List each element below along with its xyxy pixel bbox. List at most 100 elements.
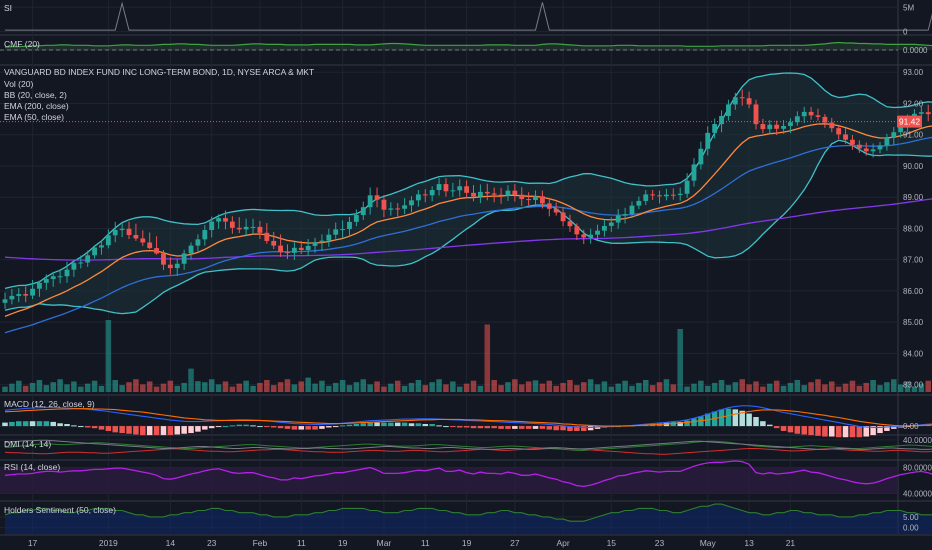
candle-body[interactable] xyxy=(388,208,394,210)
candle-body[interactable] xyxy=(870,149,876,152)
candle-body[interactable] xyxy=(588,234,594,238)
candle-body[interactable] xyxy=(374,195,380,200)
candle-body[interactable] xyxy=(360,207,366,216)
candle-body[interactable] xyxy=(698,148,704,165)
candle-body[interactable] xyxy=(243,226,249,230)
candle-body[interactable] xyxy=(746,98,752,105)
candle-body[interactable] xyxy=(781,125,786,129)
indicator-bb-label[interactable]: BB (20, close, 2) xyxy=(4,90,67,100)
candle-body[interactable] xyxy=(794,116,800,123)
candle-body[interactable] xyxy=(836,128,842,135)
candle-body[interactable] xyxy=(443,184,449,192)
candle-body[interactable] xyxy=(23,294,29,296)
candle-body[interactable] xyxy=(705,132,711,149)
candle-body[interactable] xyxy=(498,194,504,196)
candle-body[interactable] xyxy=(291,247,297,253)
candle-body[interactable] xyxy=(850,139,855,145)
candle-body[interactable] xyxy=(202,230,208,240)
candle-body[interactable] xyxy=(677,193,683,196)
candle-body[interactable] xyxy=(801,111,807,117)
candle-body[interactable] xyxy=(484,191,490,194)
candle-body[interactable] xyxy=(174,263,180,269)
candle-body[interactable] xyxy=(2,299,8,303)
candle-body[interactable] xyxy=(319,240,325,243)
candle-body[interactable] xyxy=(154,248,159,254)
candle-body[interactable] xyxy=(464,186,470,193)
candle-body[interactable] xyxy=(670,194,676,196)
candle-body[interactable] xyxy=(271,240,277,246)
candle-body[interactable] xyxy=(712,124,718,133)
candle-body[interactable] xyxy=(863,148,869,152)
candle-body[interactable] xyxy=(216,218,221,222)
candle-body[interactable] xyxy=(415,194,421,201)
candle-body[interactable] xyxy=(250,226,256,228)
candle-body[interactable] xyxy=(229,221,235,228)
candle-body[interactable] xyxy=(57,276,63,278)
indicator-ema200-label[interactable]: EMA (200, close) xyxy=(4,101,69,111)
candle-body[interactable] xyxy=(236,227,242,230)
candle-body[interactable] xyxy=(347,221,352,230)
candle-body[interactable] xyxy=(30,288,35,296)
candle-body[interactable] xyxy=(829,122,835,129)
candle-body[interactable] xyxy=(209,221,215,230)
candle-body[interactable] xyxy=(512,190,518,195)
candle-body[interactable] xyxy=(85,255,91,263)
candle-body[interactable] xyxy=(526,199,532,201)
candle-body[interactable] xyxy=(64,269,70,277)
candle-body[interactable] xyxy=(402,205,408,209)
candle-body[interactable] xyxy=(595,230,600,235)
candle-body[interactable] xyxy=(815,115,821,117)
candle-body[interactable] xyxy=(767,124,773,130)
candle-body[interactable] xyxy=(546,203,552,209)
candle-body[interactable] xyxy=(519,194,525,200)
candle-body[interactable] xyxy=(264,232,270,241)
candle-body[interactable] xyxy=(9,295,15,300)
candle-body[interactable] xyxy=(326,234,332,241)
candle-body[interactable] xyxy=(188,245,194,254)
candle-body[interactable] xyxy=(567,221,573,227)
candle-body[interactable] xyxy=(471,192,476,197)
candle-body[interactable] xyxy=(822,116,828,123)
candle-body[interactable] xyxy=(877,145,883,150)
candle-body[interactable] xyxy=(636,200,642,206)
candle-body[interactable] xyxy=(774,124,780,129)
candle-body[interactable] xyxy=(353,215,359,222)
candle-body[interactable] xyxy=(615,215,621,223)
candle-body[interactable] xyxy=(884,137,890,146)
candle-body[interactable] xyxy=(333,229,339,235)
candle-body[interactable] xyxy=(181,253,187,264)
candle-body[interactable] xyxy=(574,226,580,235)
candle-body[interactable] xyxy=(691,164,697,181)
candle-body[interactable] xyxy=(925,112,931,115)
candle-body[interactable] xyxy=(753,104,759,125)
candle-body[interactable] xyxy=(608,222,614,226)
candle-body[interactable] xyxy=(650,194,656,196)
candle-body[interactable] xyxy=(856,144,862,149)
candle-body[interactable] xyxy=(732,97,738,105)
candle-body[interactable] xyxy=(278,245,284,253)
candle-body[interactable] xyxy=(581,234,587,238)
candle-body[interactable] xyxy=(505,190,511,196)
candle-body[interactable] xyxy=(119,228,125,230)
candle-body[interactable] xyxy=(533,196,538,201)
candle-body[interactable] xyxy=(161,253,166,265)
candle-body[interactable] xyxy=(719,115,724,125)
candle-body[interactable] xyxy=(285,252,290,254)
candle-body[interactable] xyxy=(78,262,84,264)
candle-body[interactable] xyxy=(257,226,263,233)
candle-body[interactable] xyxy=(223,218,228,222)
candle-body[interactable] xyxy=(126,228,132,235)
candle-body[interactable] xyxy=(898,125,904,133)
candle-body[interactable] xyxy=(539,196,545,204)
candle-body[interactable] xyxy=(409,200,414,206)
candle-body[interactable] xyxy=(99,245,104,248)
candle-body[interactable] xyxy=(918,112,924,114)
candle-body[interactable] xyxy=(340,229,346,231)
candle-body[interactable] xyxy=(553,208,559,213)
candle-body[interactable] xyxy=(43,279,49,283)
candle-body[interactable] xyxy=(657,195,662,197)
indicator-vol-label[interactable]: Vol (20) xyxy=(4,79,33,89)
candle-body[interactable] xyxy=(808,111,814,116)
candle-body[interactable] xyxy=(92,247,97,256)
